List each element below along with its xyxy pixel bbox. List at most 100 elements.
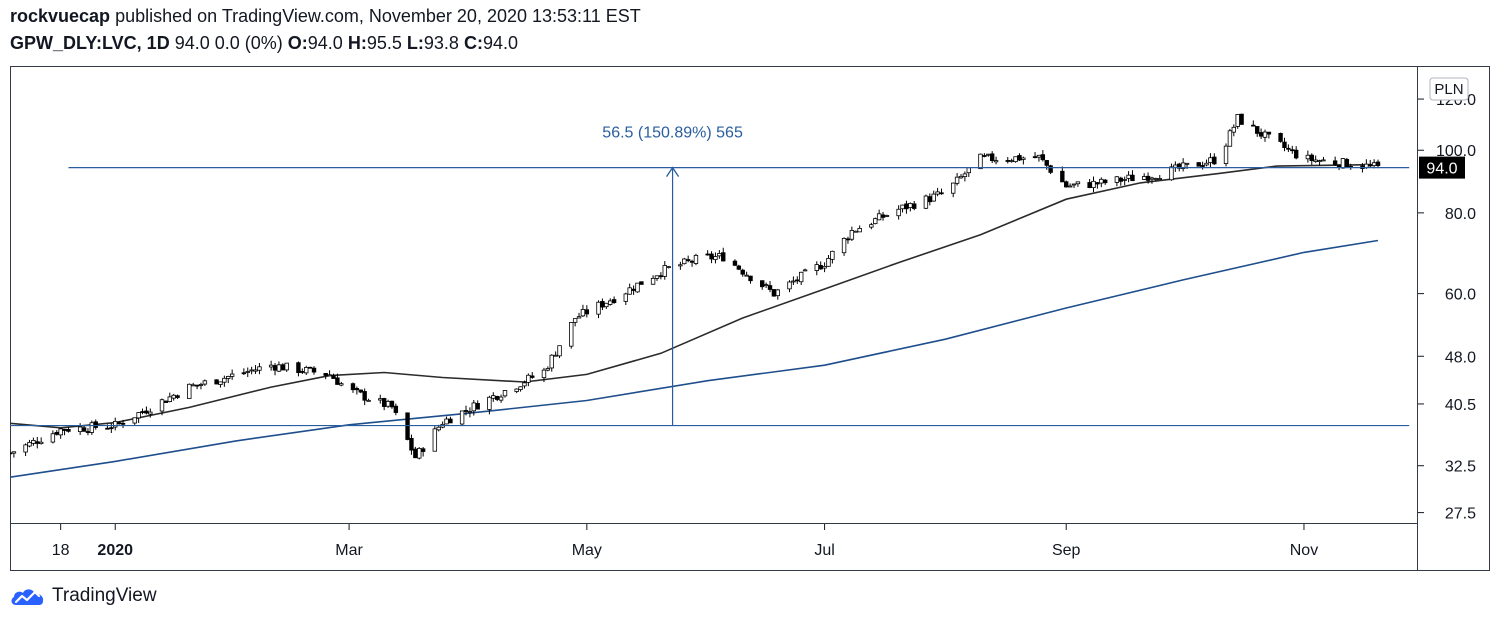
candle-body (1126, 174, 1131, 179)
currency-badge[interactable]: PLN (1429, 77, 1469, 101)
y-tick-label: 48.0 (1445, 349, 1476, 366)
candle (136, 412, 141, 423)
candle-body (795, 279, 800, 282)
candle-body (140, 411, 145, 413)
candle-body (927, 196, 933, 203)
candle-body (526, 374, 531, 383)
candle-body (939, 192, 944, 195)
candle-body (1309, 154, 1314, 161)
candle-body (1278, 132, 1283, 142)
candle-body (1258, 132, 1264, 137)
candle-body (693, 254, 699, 264)
author-name[interactable]: rockvuecap (10, 6, 111, 26)
candle-body (713, 256, 718, 260)
candle-body (1102, 179, 1108, 184)
candle (822, 262, 827, 273)
candle-body (58, 428, 63, 436)
candle-body (611, 299, 617, 304)
candle-body (904, 203, 909, 210)
candle-body (1313, 159, 1318, 162)
candle-body (393, 405, 399, 413)
candle-body (54, 431, 59, 435)
candle-body (66, 429, 71, 432)
candle-body (830, 250, 835, 260)
candle-body (572, 318, 578, 323)
candle-body (1153, 178, 1159, 180)
candle (1344, 157, 1350, 168)
candle-body (1005, 160, 1010, 162)
candle-body (717, 253, 722, 257)
candle-body (113, 420, 118, 428)
candle-body (685, 259, 691, 261)
candle-body (709, 253, 714, 260)
candle-body (822, 266, 827, 269)
candle (896, 205, 901, 220)
candle (148, 408, 153, 418)
candle-body (654, 275, 660, 279)
candle-body (214, 379, 219, 385)
candle (802, 268, 808, 272)
candle (1048, 164, 1053, 175)
candle (596, 300, 601, 319)
candle-body (222, 377, 227, 383)
candle-body (304, 367, 309, 374)
candle-body (1118, 177, 1123, 182)
candle-body (1293, 149, 1299, 159)
candle (849, 226, 855, 242)
candle-body (1044, 160, 1049, 166)
candle (389, 400, 395, 409)
candle-body (463, 410, 469, 412)
candle-body (190, 384, 196, 387)
candle-body (884, 215, 890, 217)
candle-body (923, 195, 929, 209)
candle-body (31, 440, 36, 444)
candle (409, 434, 414, 455)
candle (311, 366, 317, 375)
footer: TradingView (10, 585, 157, 607)
candle (487, 395, 492, 415)
candle (826, 255, 831, 267)
candle (989, 151, 995, 164)
candle-body (962, 173, 968, 178)
symbol-info: GPW_DLY:LVC, 1D 94.0 0.0 (0%) O:94.0 H:9… (10, 33, 518, 54)
candle-body (1149, 177, 1155, 180)
currency-label: PLN (1434, 81, 1463, 98)
candle-body (444, 418, 449, 425)
candle-body (771, 289, 777, 297)
candle-body (358, 389, 363, 393)
candle-body (1251, 124, 1256, 127)
candle (405, 412, 410, 441)
candle-body (553, 354, 558, 357)
candle-body (557, 345, 562, 357)
candle-body (202, 380, 208, 385)
candle-body (604, 302, 609, 308)
candle (502, 390, 508, 398)
candle-body (502, 390, 508, 397)
candle-body (814, 264, 819, 271)
high-label: H: (347, 33, 367, 53)
candle (218, 381, 223, 388)
candle (1013, 156, 1018, 163)
candle-body (257, 366, 262, 371)
candle (1227, 128, 1233, 147)
candle (623, 292, 629, 306)
candle (202, 379, 208, 386)
candle-body (549, 354, 554, 369)
candle (159, 398, 165, 416)
candle (732, 259, 738, 267)
candle-body (1344, 159, 1350, 168)
last-price-badge (1419, 156, 1465, 179)
candle (962, 171, 968, 182)
candle (1282, 137, 1287, 152)
close-label: C: (463, 33, 483, 53)
tradingview-brand[interactable]: TradingView (52, 585, 157, 606)
candle (120, 419, 126, 429)
candle-body (689, 260, 695, 263)
candle (467, 407, 473, 418)
candle-body (1184, 162, 1190, 165)
candle (417, 447, 422, 460)
candle-body (1032, 156, 1038, 159)
candle (1239, 113, 1244, 125)
